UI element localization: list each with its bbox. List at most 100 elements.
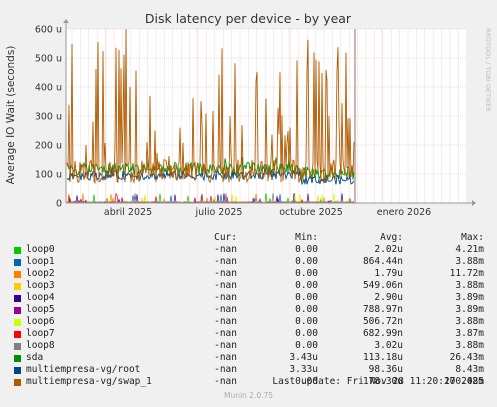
y-tick-label: 0 bbox=[56, 199, 62, 210]
legend-header-avg: Avg: bbox=[380, 232, 403, 243]
legend-series-name: loop5 bbox=[26, 304, 55, 315]
legend-row: sda -nan 3.43u 113.18u 26.43m bbox=[0, 352, 497, 364]
legend-avg-value: 549.06n bbox=[362, 280, 403, 291]
rrdtool-side-label: RRDTOOL / TOBI OETIKER bbox=[484, 28, 492, 112]
latency-chart: Disk latency per device - by year Averag… bbox=[5, 11, 492, 218]
legend-swatch bbox=[14, 247, 21, 254]
legend-max-value: 3.88m bbox=[455, 340, 484, 351]
legend-row: multiempresa-vg/swap_1 -nan 0.00 178.30u 100… bbox=[0, 376, 497, 388]
legend-cur-value: -nan bbox=[214, 364, 237, 375]
legend-header-min: Min: bbox=[295, 232, 318, 243]
legend-series-name: loop2 bbox=[26, 268, 55, 279]
legend-swatch bbox=[14, 319, 21, 326]
y-tick-label: 400 u bbox=[35, 83, 62, 94]
legend-max-value: 3.88m bbox=[455, 256, 484, 267]
y-tick-label: 100 u bbox=[35, 170, 62, 181]
legend-min-value: 0.00 bbox=[295, 316, 318, 327]
legend-min-value: 0.00 bbox=[295, 292, 318, 303]
legend-header: Cur: Min: Avg: Max: bbox=[0, 232, 497, 244]
legend-swatch bbox=[14, 283, 21, 290]
legend: Cur: Min: Avg: Max: loop0 -nan 0.00 2.02u 4.… bbox=[0, 232, 497, 388]
legend-avg-value: 98.36u bbox=[368, 364, 403, 375]
legend-row: loop2 -nan 0.00 1.79u 11.72m bbox=[0, 268, 497, 280]
chart-title: Disk latency per device - by year bbox=[145, 11, 352, 26]
legend-max-value: 3.89m bbox=[455, 304, 484, 315]
x-axis-arrow bbox=[472, 200, 476, 206]
legend-max-value: 100.48m bbox=[443, 376, 484, 387]
y-tick-label: 500 u bbox=[35, 54, 62, 65]
legend-series-name: loop7 bbox=[26, 328, 55, 339]
y-axis-label: Average IO Wait (seconds) bbox=[5, 46, 17, 185]
legend-row: multiempresa-vg/root -nan 3.33u 98.36u 8.43m bbox=[0, 364, 497, 376]
legend-cur-value: -nan bbox=[214, 292, 237, 303]
legend-min-value: 0.00 bbox=[295, 340, 318, 351]
legend-max-value: 26.43m bbox=[449, 352, 484, 363]
legend-avg-value: 113.18u bbox=[362, 352, 403, 363]
x-tick-label: julio 2025 bbox=[195, 207, 243, 218]
legend-swatch bbox=[14, 259, 21, 266]
legend-swatch bbox=[14, 295, 21, 302]
legend-swatch bbox=[14, 343, 21, 350]
legend-avg-value: 2.02u bbox=[374, 244, 403, 255]
legend-max-value: 11.72m bbox=[449, 268, 484, 279]
legend-swatch bbox=[14, 331, 21, 338]
legend-cur-value: -nan bbox=[214, 328, 237, 339]
last-update: Last update: Fri Nov 28 11:20:27 2025 bbox=[272, 376, 484, 387]
legend-swatch bbox=[14, 271, 21, 278]
legend-cur-value: -nan bbox=[214, 352, 237, 363]
legend-avg-value: 864.44n bbox=[362, 256, 403, 267]
legend-min-value: 3.33u bbox=[289, 364, 318, 375]
legend-max-value: 8.43m bbox=[455, 364, 484, 375]
legend-avg-value: 788.97n bbox=[362, 304, 403, 315]
legend-series-name: loop4 bbox=[26, 292, 55, 303]
legend-row: loop1 -nan 0.00 864.44n 3.88m bbox=[0, 256, 497, 268]
legend-max-value: 3.88m bbox=[455, 316, 484, 327]
legend-max-value: 3.89m bbox=[455, 292, 484, 303]
legend-series-name: loop8 bbox=[26, 340, 55, 351]
legend-min-value: 0.00 bbox=[295, 256, 318, 267]
legend-cur-value: -nan bbox=[214, 376, 237, 387]
legend-header-cur: Cur: bbox=[214, 232, 237, 243]
munin-version: Munin 2.0.75 bbox=[223, 391, 274, 400]
legend-series-name: multiempresa-vg/root bbox=[26, 364, 141, 375]
legend-max-value: 4.21m bbox=[455, 244, 484, 255]
legend-series-name: loop1 bbox=[26, 256, 55, 267]
legend-avg-value: 506.72n bbox=[362, 316, 403, 327]
legend-series-name: loop6 bbox=[26, 316, 55, 327]
legend-row: loop5 -nan 0.00 788.97n 3.89m bbox=[0, 304, 497, 316]
legend-max-value: 3.87m bbox=[455, 328, 484, 339]
y-tick-label: 600 u bbox=[35, 25, 62, 36]
series-line-multiempresa-vg-swap-1 bbox=[66, 28, 355, 185]
legend-min-value: 3.43u bbox=[289, 352, 318, 363]
legend-series-name: multiempresa-vg/swap_1 bbox=[26, 376, 152, 387]
legend-avg-value: 2.90u bbox=[374, 292, 403, 303]
x-tick-label: enero 2026 bbox=[377, 207, 431, 218]
legend-swatch bbox=[14, 367, 21, 374]
legend-row: loop7 -nan 0.00 682.99n 3.87m bbox=[0, 328, 497, 340]
legend-swatch bbox=[14, 307, 21, 314]
legend-cur-value: -nan bbox=[214, 256, 237, 267]
legend-row: loop4 -nan 0.00 2.90u 3.89m bbox=[0, 292, 497, 304]
legend-avg-value: 1.79u bbox=[374, 268, 403, 279]
legend-swatch bbox=[14, 379, 21, 386]
legend-cur-value: -nan bbox=[214, 280, 237, 291]
legend-header-max: Max: bbox=[461, 232, 484, 243]
legend-min-value: 0.00 bbox=[295, 268, 318, 279]
series-line-multiempresa-vg-root bbox=[66, 163, 355, 186]
legend-row: loop3 -nan 0.00 549.06n 3.88m bbox=[0, 280, 497, 292]
legend-avg-value: 682.99n bbox=[362, 328, 403, 339]
y-axis-arrow bbox=[63, 19, 69, 23]
legend-swatch bbox=[14, 355, 21, 362]
legend-min-value: 0.00 bbox=[295, 376, 318, 387]
legend-row: loop0 -nan 0.00 2.02u 4.21m bbox=[0, 244, 497, 256]
legend-min-value: 0.00 bbox=[295, 304, 318, 315]
legend-max-value: 3.88m bbox=[455, 280, 484, 291]
legend-series-name: loop3 bbox=[26, 280, 55, 291]
legend-cur-value: -nan bbox=[214, 268, 237, 279]
y-tick-label: 200 u bbox=[35, 141, 62, 152]
x-tick-label: octubre 2025 bbox=[279, 207, 343, 218]
legend-min-value: 0.00 bbox=[295, 244, 318, 255]
legend-cur-value: -nan bbox=[214, 244, 237, 255]
x-tick-label: abril 2025 bbox=[104, 207, 152, 218]
legend-cur-value: -nan bbox=[214, 316, 237, 327]
